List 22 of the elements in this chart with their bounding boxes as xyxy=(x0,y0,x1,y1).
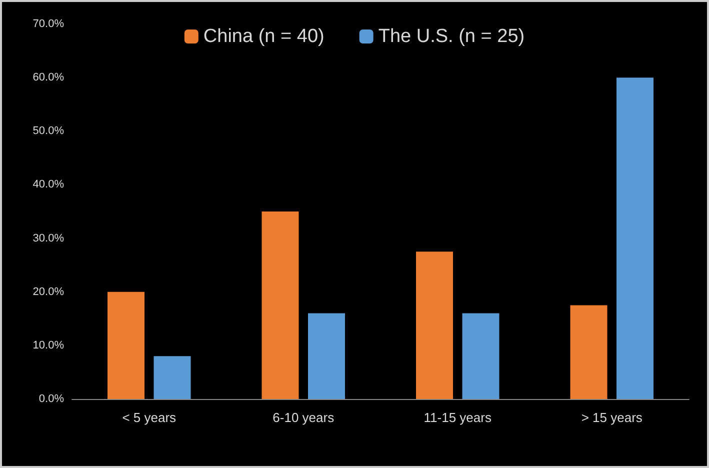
bar xyxy=(570,305,608,399)
x-tick-label: < 5 years xyxy=(122,410,177,425)
y-tick-label: 60.0% xyxy=(32,72,64,84)
bar xyxy=(416,252,453,399)
bar xyxy=(262,212,299,399)
bar xyxy=(462,313,500,399)
x-tick-label: 6-10 years xyxy=(272,410,335,425)
legend-label: The U.S. (n = 25) xyxy=(378,26,525,47)
y-tick-label: 70.0% xyxy=(32,18,64,30)
y-tick-label: 50.0% xyxy=(32,125,64,138)
y-tick-label: 20.0% xyxy=(32,286,64,298)
x-tick-label: > 15 years xyxy=(581,410,643,425)
bar xyxy=(154,356,191,399)
bar xyxy=(616,78,654,399)
y-tick-label: 0.0% xyxy=(38,393,64,405)
y-tick-label: 30.0% xyxy=(32,232,64,244)
bar xyxy=(308,313,345,399)
x-tick-label: 11-15 years xyxy=(424,410,492,425)
y-tick-label: 40.0% xyxy=(32,178,64,191)
y-tick-label: 10.0% xyxy=(32,339,64,352)
bar xyxy=(108,292,144,399)
legend-label: China (n = 40) xyxy=(203,26,324,47)
